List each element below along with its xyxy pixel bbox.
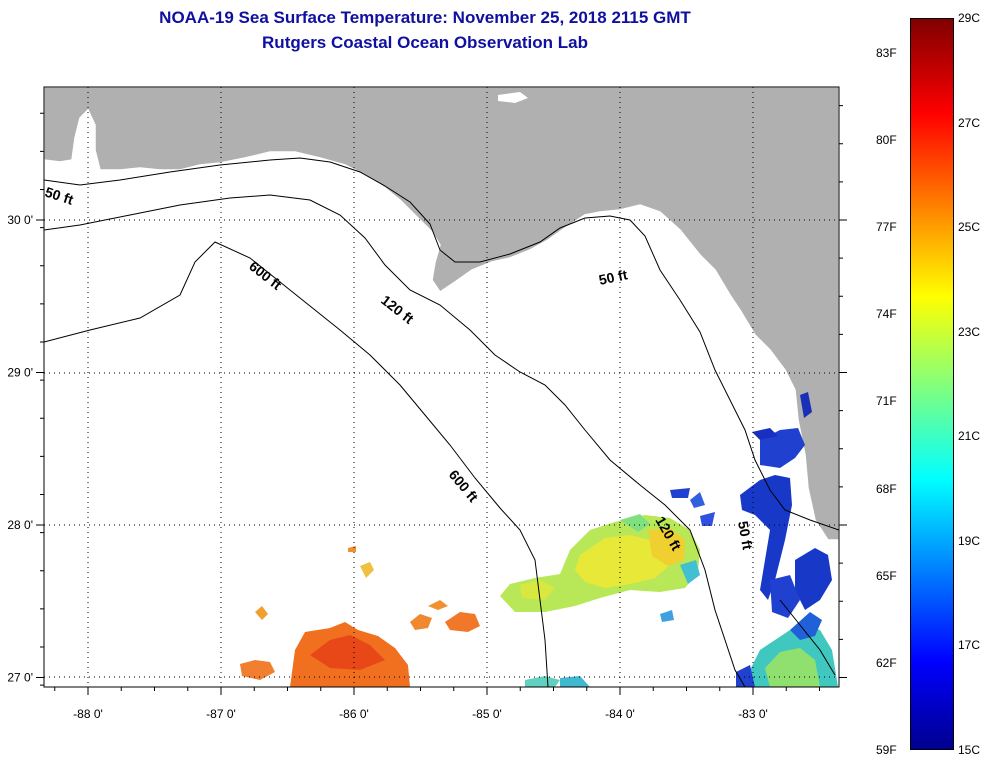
- contour-label-50ft-3: 50 ft: [735, 520, 756, 551]
- sst-map: 50 ft 600 ft 120 ft 50 ft 600 ft 120 ft …: [7, 86, 847, 721]
- colorbar-f-label: 71F: [876, 394, 897, 409]
- x-tick-label: -86 0': [339, 707, 369, 721]
- map-frame: [43, 86, 840, 688]
- y-axis: 30 0' 29 0' 28 0' 27 0': [7, 105, 847, 686]
- land-mass: [44, 87, 839, 541]
- colorbar-f-label: 80F: [876, 133, 897, 147]
- colorbar-c-label: 21C: [958, 429, 981, 444]
- colorbar-c-label: 19C: [958, 533, 981, 548]
- colorbar-f-label: 68F: [876, 481, 897, 496]
- colorbar-f-label: 65F: [876, 568, 897, 583]
- x-tick-label: -85 0': [472, 707, 502, 721]
- map-subtitle: Rutgers Coastal Ocean Observation Lab: [262, 33, 588, 52]
- colorbar-gradient: [910, 18, 954, 750]
- colorbar-f-label: 62F: [876, 655, 897, 670]
- colorbar-f-label: 77F: [876, 220, 897, 235]
- x-tick-label: -88 0': [73, 707, 103, 721]
- colorbar-c-label: 15C: [958, 743, 981, 757]
- sst-patches: [240, 392, 838, 687]
- colorbar-c-label: 25C: [958, 220, 981, 235]
- colorbar-c-label: 27C: [958, 115, 981, 130]
- colorbar-c-label: 17C: [958, 638, 981, 653]
- colorbar-f-label: 83F: [876, 45, 897, 60]
- colorbar-c-label: 23C: [958, 324, 981, 339]
- x-tick-label: -84 0': [605, 707, 635, 721]
- y-tick-label: 27 0': [7, 671, 33, 685]
- map-title: NOAA-19 Sea Surface Temperature: Novembe…: [159, 8, 691, 27]
- x-tick-label: -87 0': [206, 707, 236, 721]
- bathymetry-contours: [44, 157, 839, 687]
- graticule: [44, 87, 839, 687]
- colorbar: 83F 80F 77F 74F 71F 68F 65F 62F 59F 29C 27C 25C 23C…: [876, 11, 990, 758]
- colorbar-f-label: 59F: [876, 743, 897, 757]
- x-axis: -88 0' -87 0' -86 0' -85 0' -84 0' -83 0': [54, 687, 820, 721]
- contour-label-50ft-2: 50 ft: [597, 266, 629, 288]
- lake: [498, 92, 528, 103]
- colorbar-f-label: 74F: [876, 307, 897, 322]
- colorbar-c-label: 29C: [958, 11, 981, 25]
- y-tick-label: 28 0': [7, 518, 33, 532]
- x-tick-label: -83 0': [738, 707, 768, 721]
- y-tick-label: 29 0': [7, 366, 33, 380]
- y-tick-label: 30 0': [7, 213, 33, 227]
